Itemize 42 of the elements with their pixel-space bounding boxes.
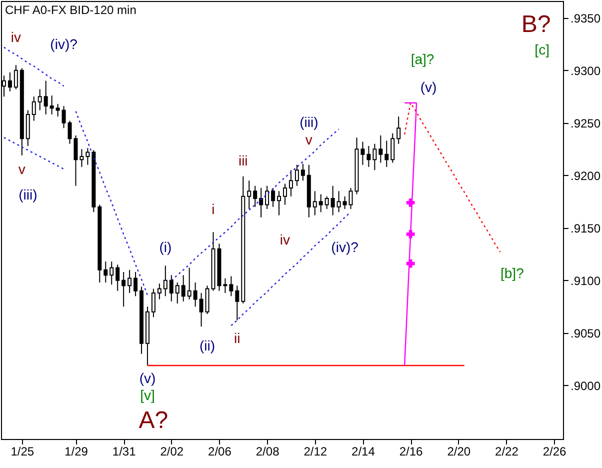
x-tick-label: 2/12 bbox=[304, 444, 328, 458]
x-tick-label: 1/31 bbox=[112, 444, 136, 458]
x-tick-label: 2/14 bbox=[352, 444, 376, 458]
x-tick-label: 2/08 bbox=[256, 444, 280, 458]
y-tick-label: .9000 bbox=[570, 378, 601, 393]
annotation: (v) bbox=[420, 79, 437, 96]
annotation: i bbox=[212, 201, 215, 218]
annotation: [a]? bbox=[410, 50, 434, 67]
x-tick-label: 2/20 bbox=[447, 444, 471, 458]
y-tick-label: .9250 bbox=[570, 116, 601, 130]
chart-title: CHF A0-FX BID-120 min bbox=[5, 3, 136, 17]
annotation: (ii) bbox=[199, 338, 216, 354]
x-tick-label: 2/22 bbox=[495, 444, 519, 458]
annotation: iv bbox=[280, 231, 290, 248]
annotation: (i) bbox=[159, 238, 172, 255]
y-tick-label: .9150 bbox=[570, 221, 601, 236]
x-tick-label: 2/26 bbox=[542, 444, 567, 458]
annotation: [b]? bbox=[500, 265, 524, 282]
annotation: B? bbox=[521, 11, 551, 38]
x-tick-label: 2/02 bbox=[160, 444, 184, 458]
annotation: [c] bbox=[534, 41, 550, 58]
annotation: A? bbox=[138, 407, 168, 434]
x-tick-label: 1/25 bbox=[10, 444, 34, 458]
x-tick-label: 1/29 bbox=[64, 444, 88, 458]
annotation: [v] bbox=[140, 386, 155, 403]
annotation: ii bbox=[234, 330, 240, 346]
annotation: (iv)? bbox=[50, 36, 78, 52]
x-tick-label: 2/06 bbox=[208, 444, 232, 458]
x-tick-label: 2/16 bbox=[399, 444, 424, 458]
annotation: (iii) bbox=[18, 186, 38, 202]
annotation: iii bbox=[238, 152, 248, 169]
y-tick-label: .9350 bbox=[570, 11, 601, 26]
annotation: (iii) bbox=[300, 114, 318, 130]
annotation: v bbox=[18, 161, 26, 178]
y-tick-label: .9100 bbox=[570, 274, 601, 288]
y-tick-label: .9200 bbox=[570, 168, 601, 183]
annotation: (iv)? bbox=[331, 238, 359, 255]
y-tick-label: .9050 bbox=[570, 326, 601, 340]
annotation: (v) bbox=[139, 370, 156, 386]
annotation: iv bbox=[10, 28, 22, 45]
y-tick-label: .9300 bbox=[570, 64, 601, 78]
annotation: v bbox=[305, 132, 312, 148]
